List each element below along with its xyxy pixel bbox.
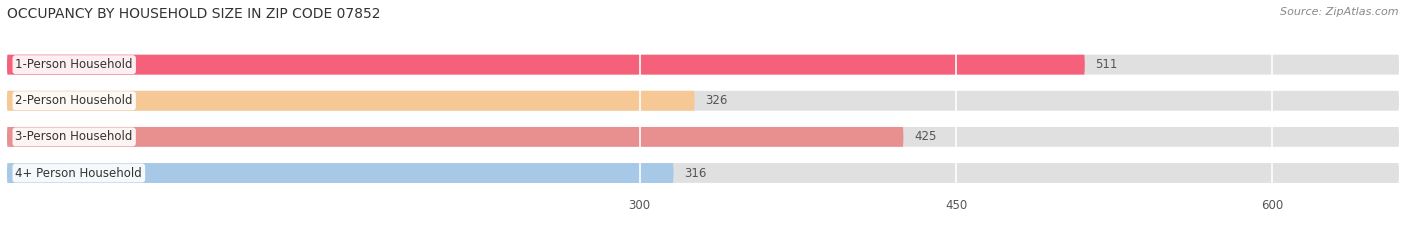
Text: 511: 511 — [1095, 58, 1118, 71]
Text: 326: 326 — [704, 94, 727, 107]
Text: 3-Person Household: 3-Person Household — [15, 130, 132, 143]
Text: 2-Person Household: 2-Person Household — [15, 94, 134, 107]
Text: Source: ZipAtlas.com: Source: ZipAtlas.com — [1281, 7, 1399, 17]
FancyBboxPatch shape — [7, 55, 1399, 75]
FancyBboxPatch shape — [7, 127, 1399, 147]
FancyBboxPatch shape — [7, 127, 904, 147]
Text: 4+ Person Household: 4+ Person Household — [15, 167, 142, 179]
FancyBboxPatch shape — [7, 163, 1399, 183]
Text: OCCUPANCY BY HOUSEHOLD SIZE IN ZIP CODE 07852: OCCUPANCY BY HOUSEHOLD SIZE IN ZIP CODE … — [7, 7, 381, 21]
FancyBboxPatch shape — [7, 91, 695, 111]
Text: 316: 316 — [685, 167, 706, 179]
FancyBboxPatch shape — [7, 91, 1399, 111]
FancyBboxPatch shape — [7, 55, 1085, 75]
Text: 425: 425 — [914, 130, 936, 143]
FancyBboxPatch shape — [7, 163, 673, 183]
Text: 1-Person Household: 1-Person Household — [15, 58, 134, 71]
